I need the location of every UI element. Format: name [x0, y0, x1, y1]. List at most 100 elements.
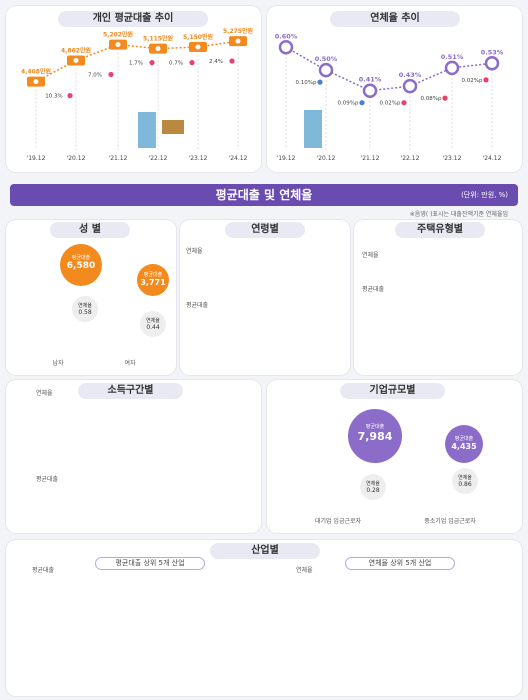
large-company-label: 대기업 임금근로자	[314, 518, 362, 525]
male-overdue-bubble: 연체율 0.58	[72, 296, 98, 322]
loan-bill-marker-dot	[235, 38, 241, 44]
female-loan-bubble: 평균대출 3,771	[137, 264, 169, 296]
overdue-year-label: '23.12	[443, 155, 462, 162]
loan-trend-panel	[6, 6, 261, 172]
female-overdue-bubble: 연체율 0.44	[140, 311, 166, 337]
loan-value-label: 5,202만원	[103, 31, 133, 39]
company-panel	[267, 380, 522, 533]
large-loan-bubble: 평균대출 7,984	[348, 409, 402, 463]
section-note: ※음영( )표시는 대출잔액기준 연체율임	[409, 211, 508, 218]
income-title: 소득구간별	[78, 383, 183, 399]
section-unit: (단위: 만원, %)	[461, 191, 508, 199]
female-overdue-label: 연체율	[146, 318, 160, 324]
loan-bill-marker-dot	[33, 79, 39, 85]
housing-title: 주택유형별	[395, 222, 485, 238]
female-loan-value: 3,771	[140, 278, 166, 287]
overdue-value-label: 0.53%	[481, 48, 504, 56]
income-panel	[6, 380, 261, 533]
large-overdue-label: 연체율	[366, 481, 380, 487]
loan-change-icon	[149, 60, 155, 66]
housing-overdue-label: 연체율	[362, 252, 379, 259]
male-loan-label: 평균대출	[71, 255, 91, 261]
male-loan-bubble: 평균대출 6,580	[60, 244, 102, 286]
housing-panel	[354, 220, 522, 375]
industry-title: 산업별	[210, 543, 320, 559]
loan-year-label: '20.12	[67, 155, 86, 162]
loan-change-icon	[67, 93, 73, 99]
overdue-year-label: '24.12	[483, 155, 502, 162]
industry-left-title: 평균대출 상위 5개 산업	[95, 557, 205, 570]
overdue-change-icon	[359, 100, 365, 106]
overdue-value-label: 0.51%	[441, 53, 464, 61]
overdue-point	[278, 40, 294, 55]
loan-year-label: '22.12	[149, 155, 168, 162]
industry-overdue-label: 연체율	[296, 567, 313, 574]
loan-change-label: 1.7%	[129, 61, 143, 67]
loan-change-label: 0.7%	[169, 61, 183, 67]
loan-change-icon	[108, 71, 114, 78]
age-panel	[180, 220, 350, 375]
loan-change-icon	[189, 60, 195, 66]
gender-title: 성 별	[50, 222, 130, 238]
overdue-change-icon	[442, 95, 448, 101]
loan-value-label: 5,275만원	[223, 27, 253, 35]
loan-change-label: 7.0%	[88, 72, 102, 78]
female-loan-label: 평균대출	[143, 272, 163, 278]
loan-bill-marker-dot	[115, 42, 121, 48]
overdue-change-label: 0.02%p	[380, 101, 401, 107]
overdue-point	[362, 83, 378, 98]
industry-panel	[6, 540, 522, 696]
male-label: 남자	[52, 360, 64, 367]
income-overdue-label: 연체율	[36, 390, 53, 397]
sme-loan-bubble: 평균대출 4,435	[445, 425, 483, 463]
overdue-year-label: '19.12	[277, 155, 296, 162]
housing-loan-label: 평균대출	[362, 286, 385, 293]
male-overdue-label: 연체율	[78, 303, 92, 309]
overdue-change-label: 0.02%p	[462, 78, 483, 84]
loan-year-label: '21.12	[109, 155, 128, 162]
building-icon-2	[304, 110, 322, 148]
industry-loan-label: 평균대출	[32, 567, 55, 574]
overdue-value-label: 0.60%	[275, 32, 298, 40]
overdue-change-label: 0.09%p	[338, 101, 359, 107]
male-loan-value: 6,580	[66, 261, 96, 271]
overdue-year-label: '20.12	[317, 155, 336, 162]
loan-bill-marker-dot	[195, 44, 201, 50]
section-title: 평균대출 및 연체율	[215, 188, 313, 202]
large-overdue-value: 0.28	[366, 487, 380, 494]
building-icon	[138, 112, 156, 148]
sme-overdue-bubble: 연체율 0.86	[452, 468, 478, 494]
overdue-value-label: 0.41%	[359, 76, 382, 84]
box-icon	[162, 120, 184, 134]
overdue-change-icon	[483, 77, 489, 83]
overdue-point	[484, 56, 500, 71]
loan-value-label: 4,408만원	[21, 68, 51, 76]
loan-value-label: 4,862만원	[61, 46, 91, 54]
company-title: 기업규모별	[340, 383, 445, 399]
industry-right-title: 연체율 상위 5개 산업	[345, 557, 455, 570]
overdue-change-icon	[401, 100, 407, 106]
income-loan-label: 평균대출	[36, 476, 59, 483]
loan-year-label: '19.12	[27, 155, 46, 162]
overdue-year-label: '21.12	[361, 155, 380, 162]
overdue-value-label: 0.50%	[315, 55, 338, 63]
loan-value-label: 5,150만원	[183, 33, 213, 41]
age-overdue-label: 연체율	[186, 248, 203, 255]
loan-change-label: 2.4%	[209, 59, 223, 65]
loan-year-label: '23.12	[189, 155, 208, 162]
overdue-trend-title: 연체율 추이	[330, 11, 460, 27]
overdue-year-label: '22.12	[401, 155, 420, 162]
overdue-point	[444, 60, 460, 76]
overdue-change-label: 0.10%p	[296, 80, 317, 86]
female-overdue-value: 0.44	[146, 324, 160, 331]
sme-overdue-label: 연체율	[458, 475, 472, 481]
female-label: 여자	[124, 360, 136, 367]
overdue-change-label: 0.08%p	[421, 96, 442, 102]
large-overdue-bubble: 연체율 0.28	[360, 474, 386, 500]
loan-bill-marker-dot	[73, 57, 79, 63]
sme-overdue-value: 0.86	[458, 481, 472, 488]
overdue-point	[318, 62, 334, 78]
loan-change-icon	[229, 58, 235, 64]
overdue-change-icon	[317, 79, 323, 85]
